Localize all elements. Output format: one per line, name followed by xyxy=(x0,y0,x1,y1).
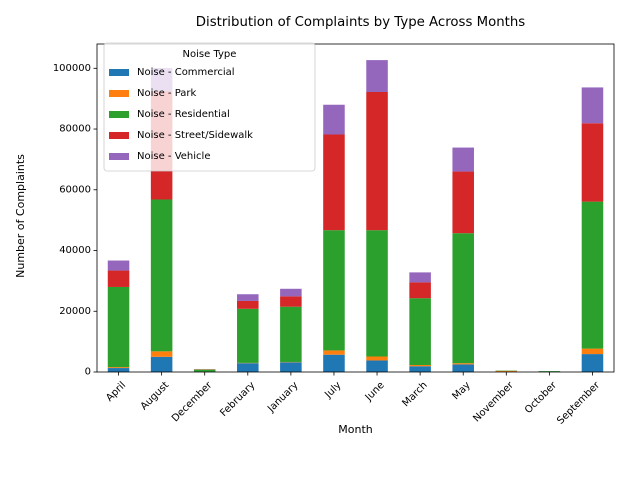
bar-segment-1-5 xyxy=(323,350,345,354)
legend-title: Noise Type xyxy=(183,49,237,60)
y-tick-label: 0 xyxy=(85,367,91,378)
bar-segment-2-8 xyxy=(452,233,474,363)
bar-segment-0-3 xyxy=(237,363,259,372)
bar-segment-1-7 xyxy=(409,365,431,366)
bar-segment-3-7 xyxy=(409,282,431,298)
bar-segment-4-6 xyxy=(366,60,388,92)
bar-segment-4-4 xyxy=(280,289,302,297)
bar-segment-2-11 xyxy=(582,202,604,349)
bar-segment-0-0 xyxy=(108,368,130,372)
bar-segment-0-6 xyxy=(366,360,388,372)
legend-label-3: Noise - Street/Sidewalk xyxy=(137,130,253,141)
bar-segment-3-11 xyxy=(582,123,604,201)
bar-segment-3-5 xyxy=(323,135,345,231)
y-axis-label: Number of Complaints xyxy=(14,154,27,278)
bar-segment-4-11 xyxy=(582,87,604,123)
bar-segment-2-7 xyxy=(409,298,431,365)
bar-segment-2-5 xyxy=(323,230,345,350)
bar-segment-1-6 xyxy=(366,357,388,361)
bar-segment-4-7 xyxy=(409,272,431,282)
bar-segment-1-1 xyxy=(151,351,173,356)
legend-label-4: Noise - Vehicle xyxy=(137,151,210,162)
bar-segment-1-8 xyxy=(452,363,474,364)
bar-segment-2-1 xyxy=(151,200,173,352)
legend-swatch-1 xyxy=(109,90,129,97)
legend: Noise Type Noise - Commercial Noise - Park… xyxy=(104,43,315,171)
bar-segment-3-8 xyxy=(452,172,474,234)
legend-label-2: Noise - Residential xyxy=(137,109,230,120)
y-tick-label: 60000 xyxy=(59,184,91,195)
y-tick-label: 80000 xyxy=(59,124,91,135)
bar-segment-0-5 xyxy=(323,355,345,372)
legend-swatch-2 xyxy=(109,111,129,118)
y-tick-label: 40000 xyxy=(59,245,91,256)
bar-segment-2-2 xyxy=(194,370,216,372)
bar-segment-1-9 xyxy=(496,371,518,372)
bar-segment-3-4 xyxy=(280,296,302,306)
x-axis-label: Month xyxy=(338,423,373,436)
bar-segment-0-1 xyxy=(151,357,173,372)
y-tick-label: 100000 xyxy=(53,63,91,74)
bar-segment-4-5 xyxy=(323,105,345,135)
bar-segment-1-0 xyxy=(108,367,130,368)
bar-segment-3-6 xyxy=(366,92,388,230)
legend-swatch-0 xyxy=(109,69,129,76)
bar-segment-1-11 xyxy=(582,349,604,354)
legend-label-1: Noise - Park xyxy=(137,88,197,99)
bar-segment-0-7 xyxy=(409,366,431,372)
bar-segment-2-3 xyxy=(237,309,259,363)
bar-segment-2-4 xyxy=(280,307,302,362)
bar-segment-0-8 xyxy=(452,364,474,372)
bar-segment-4-8 xyxy=(452,148,474,172)
bar-segment-3-0 xyxy=(108,271,130,287)
chart-title: Distribution of Complaints by Type Acros… xyxy=(196,15,526,30)
bar-segment-4-3 xyxy=(237,294,259,301)
bar-segment-3-3 xyxy=(237,301,259,309)
legend-label-0: Noise - Commercial xyxy=(137,67,235,78)
bar-segment-4-0 xyxy=(108,261,130,271)
legend-swatch-4 xyxy=(109,153,129,160)
bar-segment-2-0 xyxy=(108,287,130,367)
bar-segment-0-11 xyxy=(582,354,604,372)
y-tick-label: 20000 xyxy=(59,306,91,317)
legend-swatch-3 xyxy=(109,132,129,139)
bar-segment-2-6 xyxy=(366,230,388,356)
bar-segment-0-4 xyxy=(280,362,302,372)
